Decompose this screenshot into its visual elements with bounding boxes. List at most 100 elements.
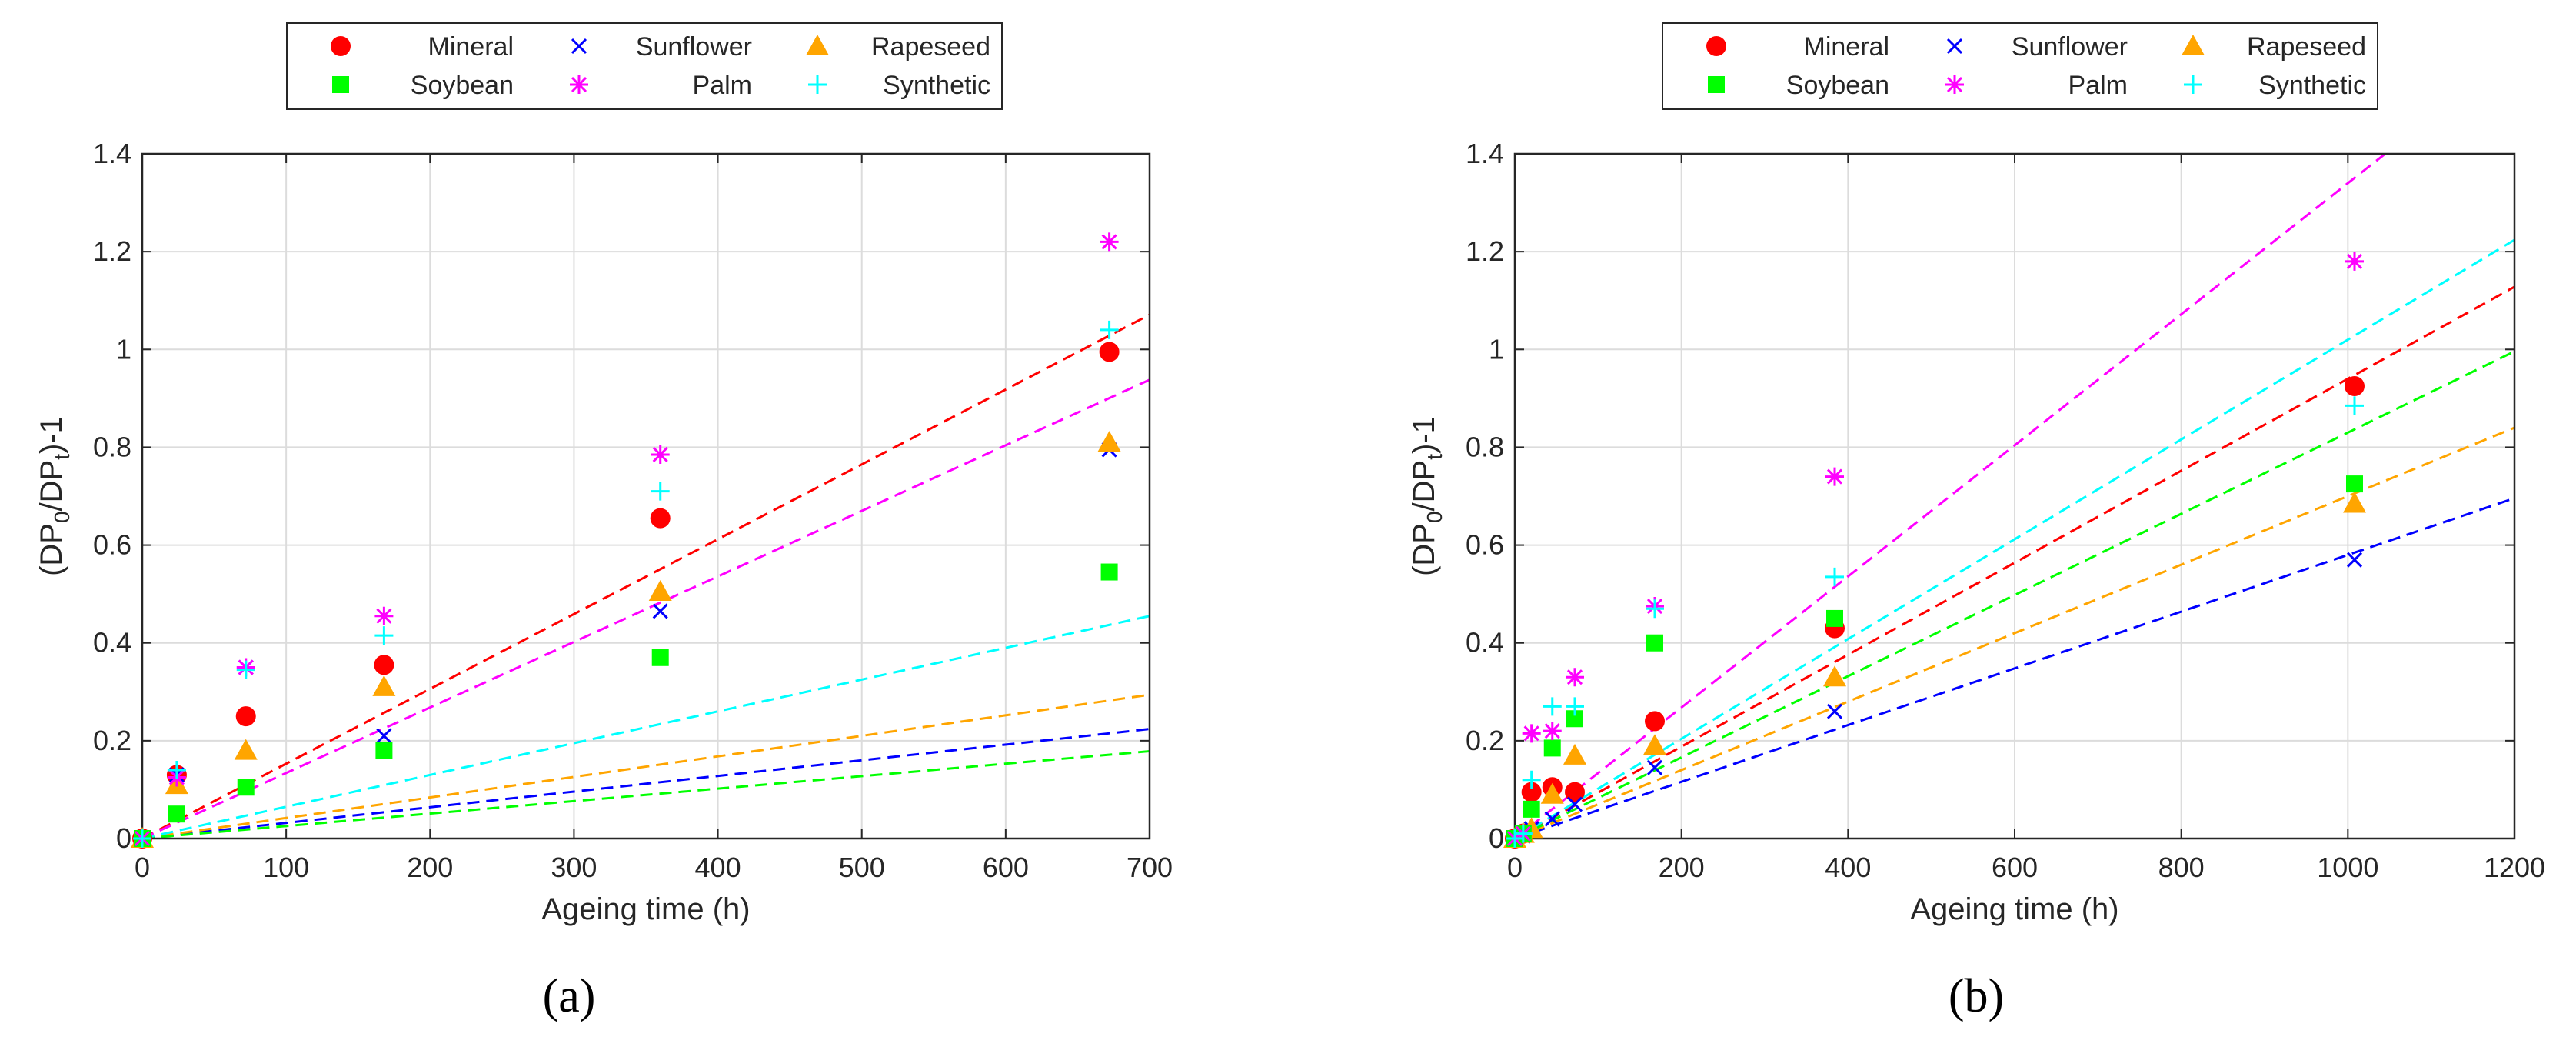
legend-box xyxy=(286,22,1003,110)
x-tick-label: 100 xyxy=(263,852,309,883)
y-axis-label-close: )-1 xyxy=(35,416,68,454)
x-tick-label: 600 xyxy=(983,852,1029,883)
y-axis-label: (DP0/DPt)-1 xyxy=(35,416,74,576)
point-mineral xyxy=(1565,782,1585,802)
axes-box xyxy=(141,152,1151,840)
chart-panel-a: 0 100 200 300 400 500 600 700 0 0.2 0.4 0.6 0.8 1 1.2 1… xyxy=(35,22,1173,1022)
point-rapeseed xyxy=(1563,743,1586,765)
x-tick-label: 300 xyxy=(551,852,597,883)
point-mineral xyxy=(650,508,671,529)
point-mineral xyxy=(2345,375,2365,396)
point-palm xyxy=(1825,467,1844,486)
point-palm xyxy=(374,606,394,625)
y-tick-label: 0 xyxy=(1489,822,1504,854)
legend-label-mineral: Mineral xyxy=(428,32,514,62)
point-soybean xyxy=(2346,475,2363,493)
panel-label: (a) xyxy=(543,970,596,1022)
data-points xyxy=(1503,252,2366,849)
x-tick-label: 400 xyxy=(1825,852,1871,883)
point-mineral xyxy=(1099,342,1120,362)
legend: Mineral Sunflower Rapeseed Soybean Palm Synth… xyxy=(1662,22,2378,110)
point-sunflower xyxy=(652,603,668,619)
fit-line-soybean xyxy=(1515,350,2514,839)
legend-label-rapeseed: Rapeseed xyxy=(871,32,990,62)
legend-label-rapeseed: Rapeseed xyxy=(2247,32,2366,62)
y-axis-label-slash: /DP xyxy=(35,460,68,512)
legend-box xyxy=(1662,22,2378,110)
legend-label-mineral: Mineral xyxy=(1804,32,1889,62)
point-soybean xyxy=(375,742,393,759)
point-rapeseed xyxy=(1823,665,1846,687)
point-sunflower xyxy=(1646,759,1663,775)
point-synthetic xyxy=(1543,697,1562,716)
point-synthetic xyxy=(374,626,394,645)
y-tick-label: 0 xyxy=(116,822,131,854)
x-tick-label: 200 xyxy=(407,852,453,883)
point-palm xyxy=(651,445,670,464)
point-synthetic xyxy=(1506,829,1524,848)
legend-marker-synthetic xyxy=(2184,75,2202,94)
fit-lines xyxy=(142,313,1150,839)
y-tick-label: 0.2 xyxy=(93,725,131,756)
legend-marker-mineral xyxy=(331,36,351,56)
legend-label-palm: Palm xyxy=(693,71,752,100)
legend-marker-rapeseed xyxy=(2182,35,2205,55)
y-tick-label: 0.4 xyxy=(93,627,131,659)
y-tick-label: 1.2 xyxy=(1466,235,1504,267)
x-tick-label: 400 xyxy=(695,852,741,883)
y-axis-label-open: (DP xyxy=(35,523,68,576)
y-tick-label: 1.4 xyxy=(1466,138,1504,169)
point-synthetic xyxy=(1513,824,1533,843)
legend-marker-palm xyxy=(1945,75,1964,94)
point-rapeseed xyxy=(1643,734,1666,755)
point-sunflower xyxy=(1826,703,1843,719)
plot-area xyxy=(142,154,1150,839)
point-palm xyxy=(2345,252,2364,271)
y-axis-label-close: )-1 xyxy=(1407,416,1441,454)
point-synthetic xyxy=(1100,320,1119,339)
point-soybean xyxy=(237,779,255,796)
y-tick-label: 1.4 xyxy=(93,138,131,169)
point-palm xyxy=(1100,232,1119,252)
y-tick-label: 0.2 xyxy=(1466,725,1504,756)
x-tick-label: 0 xyxy=(135,852,150,883)
x-tick-label: 1000 xyxy=(2317,852,2378,883)
y-tick-label: 1 xyxy=(116,333,131,365)
legend-marker-mineral xyxy=(1706,36,1726,56)
legend-marker-rapeseed xyxy=(806,35,829,55)
point-synthetic xyxy=(1825,567,1844,586)
point-soybean xyxy=(1566,710,1583,728)
x-tick-label: 0 xyxy=(1507,852,1523,883)
fit-line-sunflower xyxy=(1515,497,2514,839)
series-synthetic xyxy=(133,320,1119,848)
legend-marker-sunflower xyxy=(571,38,587,55)
data-points xyxy=(131,232,1121,849)
series-soybean xyxy=(134,563,1118,847)
point-mineral xyxy=(374,655,394,675)
fit-line-palm xyxy=(1515,154,2388,839)
y-axis-label-subt: t xyxy=(1423,454,1446,460)
legend-label-soybean: Soybean xyxy=(1786,71,1889,100)
chart-panel-b: 0 200 400 600 800 1000 1200 0 0.2 0.4 0.6 0.8 1 1.2 1.… xyxy=(1407,22,2545,1022)
fit-line-palm xyxy=(142,378,1150,839)
point-soybean xyxy=(651,649,669,666)
y-tick-label: 1 xyxy=(1489,333,1504,365)
y-axis-label: (DP0/DPt)-1 xyxy=(1407,416,1446,576)
y-tick-label: 0.8 xyxy=(1466,431,1504,462)
y-tick-label: 0.8 xyxy=(93,431,131,462)
point-rapeseed xyxy=(1097,431,1121,452)
legend-marker-synthetic xyxy=(808,75,827,94)
legend-marker-sunflower xyxy=(1946,38,1963,55)
x-tick-label: 600 xyxy=(1992,852,2038,883)
point-synthetic xyxy=(236,660,255,679)
fit-line-mineral xyxy=(142,313,1150,839)
fit-line-soybean xyxy=(142,750,1150,839)
point-synthetic xyxy=(1566,697,1584,716)
point-rapeseed xyxy=(2343,492,2366,513)
y-axis-label-open: (DP xyxy=(1407,523,1441,576)
x-tick-label: 500 xyxy=(839,852,885,883)
point-soybean xyxy=(1646,634,1663,652)
y-tick-label: 0.4 xyxy=(1466,627,1504,659)
y-tick-label: 0.6 xyxy=(1466,529,1504,561)
fit-line-rapeseed xyxy=(1515,426,2514,839)
